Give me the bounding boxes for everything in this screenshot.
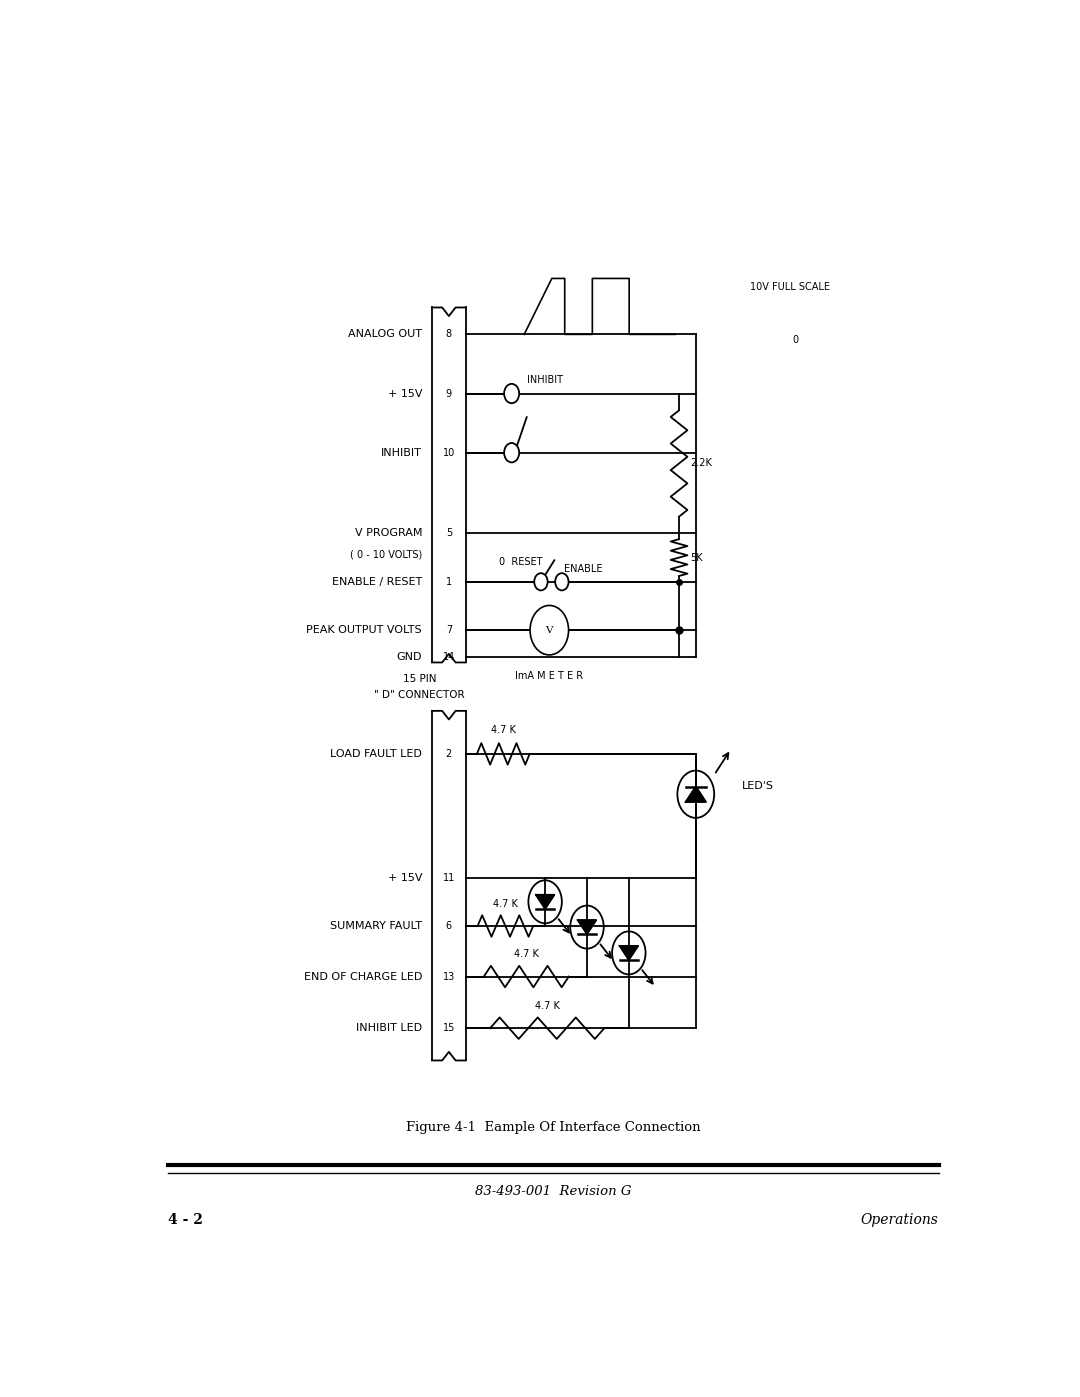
- Circle shape: [535, 573, 548, 591]
- Text: 0  RESET: 0 RESET: [499, 557, 542, 567]
- Text: 0: 0: [792, 335, 798, 345]
- Text: 4.7 K: 4.7 K: [535, 1002, 559, 1011]
- Text: V: V: [545, 626, 553, 634]
- Text: + 15V: + 15V: [388, 873, 422, 883]
- Text: 10: 10: [443, 447, 455, 458]
- Text: END OF CHARGE LED: END OF CHARGE LED: [303, 971, 422, 982]
- Text: 9: 9: [446, 388, 451, 398]
- Circle shape: [530, 605, 568, 655]
- Text: 2: 2: [446, 749, 453, 759]
- Text: ( 0 - 10 VOLTS): ( 0 - 10 VOLTS): [350, 550, 422, 560]
- Text: 8: 8: [446, 330, 451, 339]
- Text: INHIBIT LED: INHIBIT LED: [356, 1023, 422, 1034]
- Text: Operations: Operations: [861, 1213, 939, 1227]
- Text: 4.7 K: 4.7 K: [492, 898, 517, 909]
- Text: 4 - 2: 4 - 2: [168, 1213, 203, 1227]
- Polygon shape: [686, 787, 706, 802]
- Polygon shape: [578, 921, 596, 935]
- Text: 6: 6: [446, 921, 451, 930]
- Text: 83-493-001  Revision G: 83-493-001 Revision G: [475, 1185, 632, 1199]
- Text: 13: 13: [443, 971, 455, 982]
- Text: 15: 15: [443, 1023, 455, 1034]
- Text: 1: 1: [446, 577, 451, 587]
- Text: 14: 14: [443, 652, 455, 662]
- Text: 15 PIN: 15 PIN: [403, 673, 436, 685]
- Text: ImA M E T E R: ImA M E T E R: [515, 671, 583, 682]
- Polygon shape: [620, 946, 638, 960]
- Text: V PROGRAM: V PROGRAM: [354, 528, 422, 538]
- Text: PEAK OUTPUT VOLTS: PEAK OUTPUT VOLTS: [307, 626, 422, 636]
- Text: ENABLE: ENABLE: [565, 564, 603, 574]
- Text: Figure 4-1  Eample Of Interface Connection: Figure 4-1 Eample Of Interface Connectio…: [406, 1120, 701, 1133]
- Text: 4.7 K: 4.7 K: [514, 950, 539, 960]
- Text: 5K: 5K: [690, 553, 703, 563]
- Text: ENABLE / RESET: ENABLE / RESET: [332, 577, 422, 587]
- Text: " D" CONNECTOR: " D" CONNECTOR: [375, 690, 464, 700]
- Text: 11: 11: [443, 873, 455, 883]
- Text: LOAD FAULT LED: LOAD FAULT LED: [330, 749, 422, 759]
- Text: 5: 5: [446, 528, 453, 538]
- Text: INHIBIT: INHIBIT: [381, 447, 422, 458]
- Text: ANALOG OUT: ANALOG OUT: [348, 330, 422, 339]
- Text: LED'S: LED'S: [742, 781, 774, 791]
- Text: 4.7 K: 4.7 K: [490, 725, 516, 735]
- Text: + 15V: + 15V: [388, 388, 422, 398]
- Text: SUMMARY FAULT: SUMMARY FAULT: [330, 921, 422, 930]
- Text: 7: 7: [446, 626, 453, 636]
- Text: 2.2K: 2.2K: [690, 458, 712, 468]
- Circle shape: [555, 573, 568, 591]
- Polygon shape: [536, 895, 554, 909]
- Circle shape: [504, 443, 519, 462]
- Text: GND: GND: [396, 652, 422, 662]
- Text: 10V FULL SCALE: 10V FULL SCALE: [751, 282, 831, 292]
- Text: INHIBIT: INHIBIT: [527, 374, 563, 384]
- Circle shape: [504, 384, 519, 404]
